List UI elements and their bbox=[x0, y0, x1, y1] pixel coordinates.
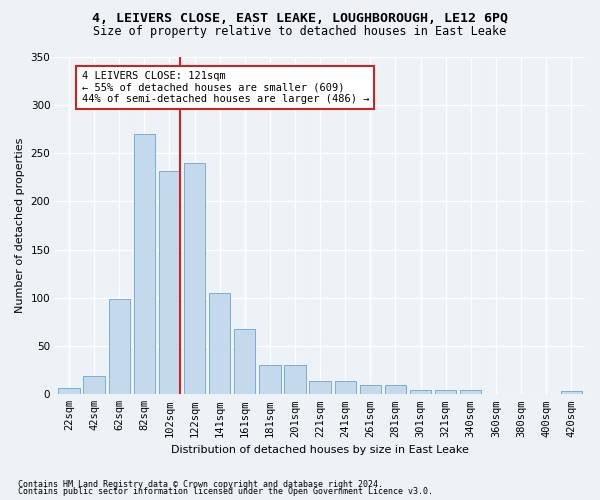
Bar bbox=[435, 390, 457, 394]
Bar bbox=[109, 299, 130, 394]
Text: Contains HM Land Registry data © Crown copyright and database right 2024.: Contains HM Land Registry data © Crown c… bbox=[18, 480, 383, 489]
Text: 4, LEIVERS CLOSE, EAST LEAKE, LOUGHBOROUGH, LE12 6PQ: 4, LEIVERS CLOSE, EAST LEAKE, LOUGHBOROU… bbox=[92, 12, 508, 26]
Bar bbox=[460, 390, 481, 394]
Bar bbox=[560, 392, 582, 394]
Bar bbox=[284, 366, 305, 394]
Bar bbox=[359, 384, 381, 394]
Bar bbox=[83, 376, 105, 394]
Text: 4 LEIVERS CLOSE: 121sqm
← 55% of detached houses are smaller (609)
44% of semi-d: 4 LEIVERS CLOSE: 121sqm ← 55% of detache… bbox=[82, 71, 369, 104]
Bar bbox=[159, 172, 180, 394]
Bar bbox=[58, 388, 80, 394]
Bar bbox=[259, 366, 281, 394]
Text: Contains public sector information licensed under the Open Government Licence v3: Contains public sector information licen… bbox=[18, 487, 433, 496]
X-axis label: Distribution of detached houses by size in East Leake: Distribution of detached houses by size … bbox=[171, 445, 469, 455]
Bar bbox=[310, 381, 331, 394]
Bar bbox=[184, 162, 205, 394]
Y-axis label: Number of detached properties: Number of detached properties bbox=[15, 138, 25, 313]
Bar bbox=[209, 293, 230, 394]
Bar bbox=[134, 134, 155, 394]
Bar bbox=[335, 381, 356, 394]
Bar bbox=[410, 390, 431, 394]
Bar bbox=[385, 384, 406, 394]
Bar bbox=[234, 328, 256, 394]
Text: Size of property relative to detached houses in East Leake: Size of property relative to detached ho… bbox=[94, 25, 506, 38]
